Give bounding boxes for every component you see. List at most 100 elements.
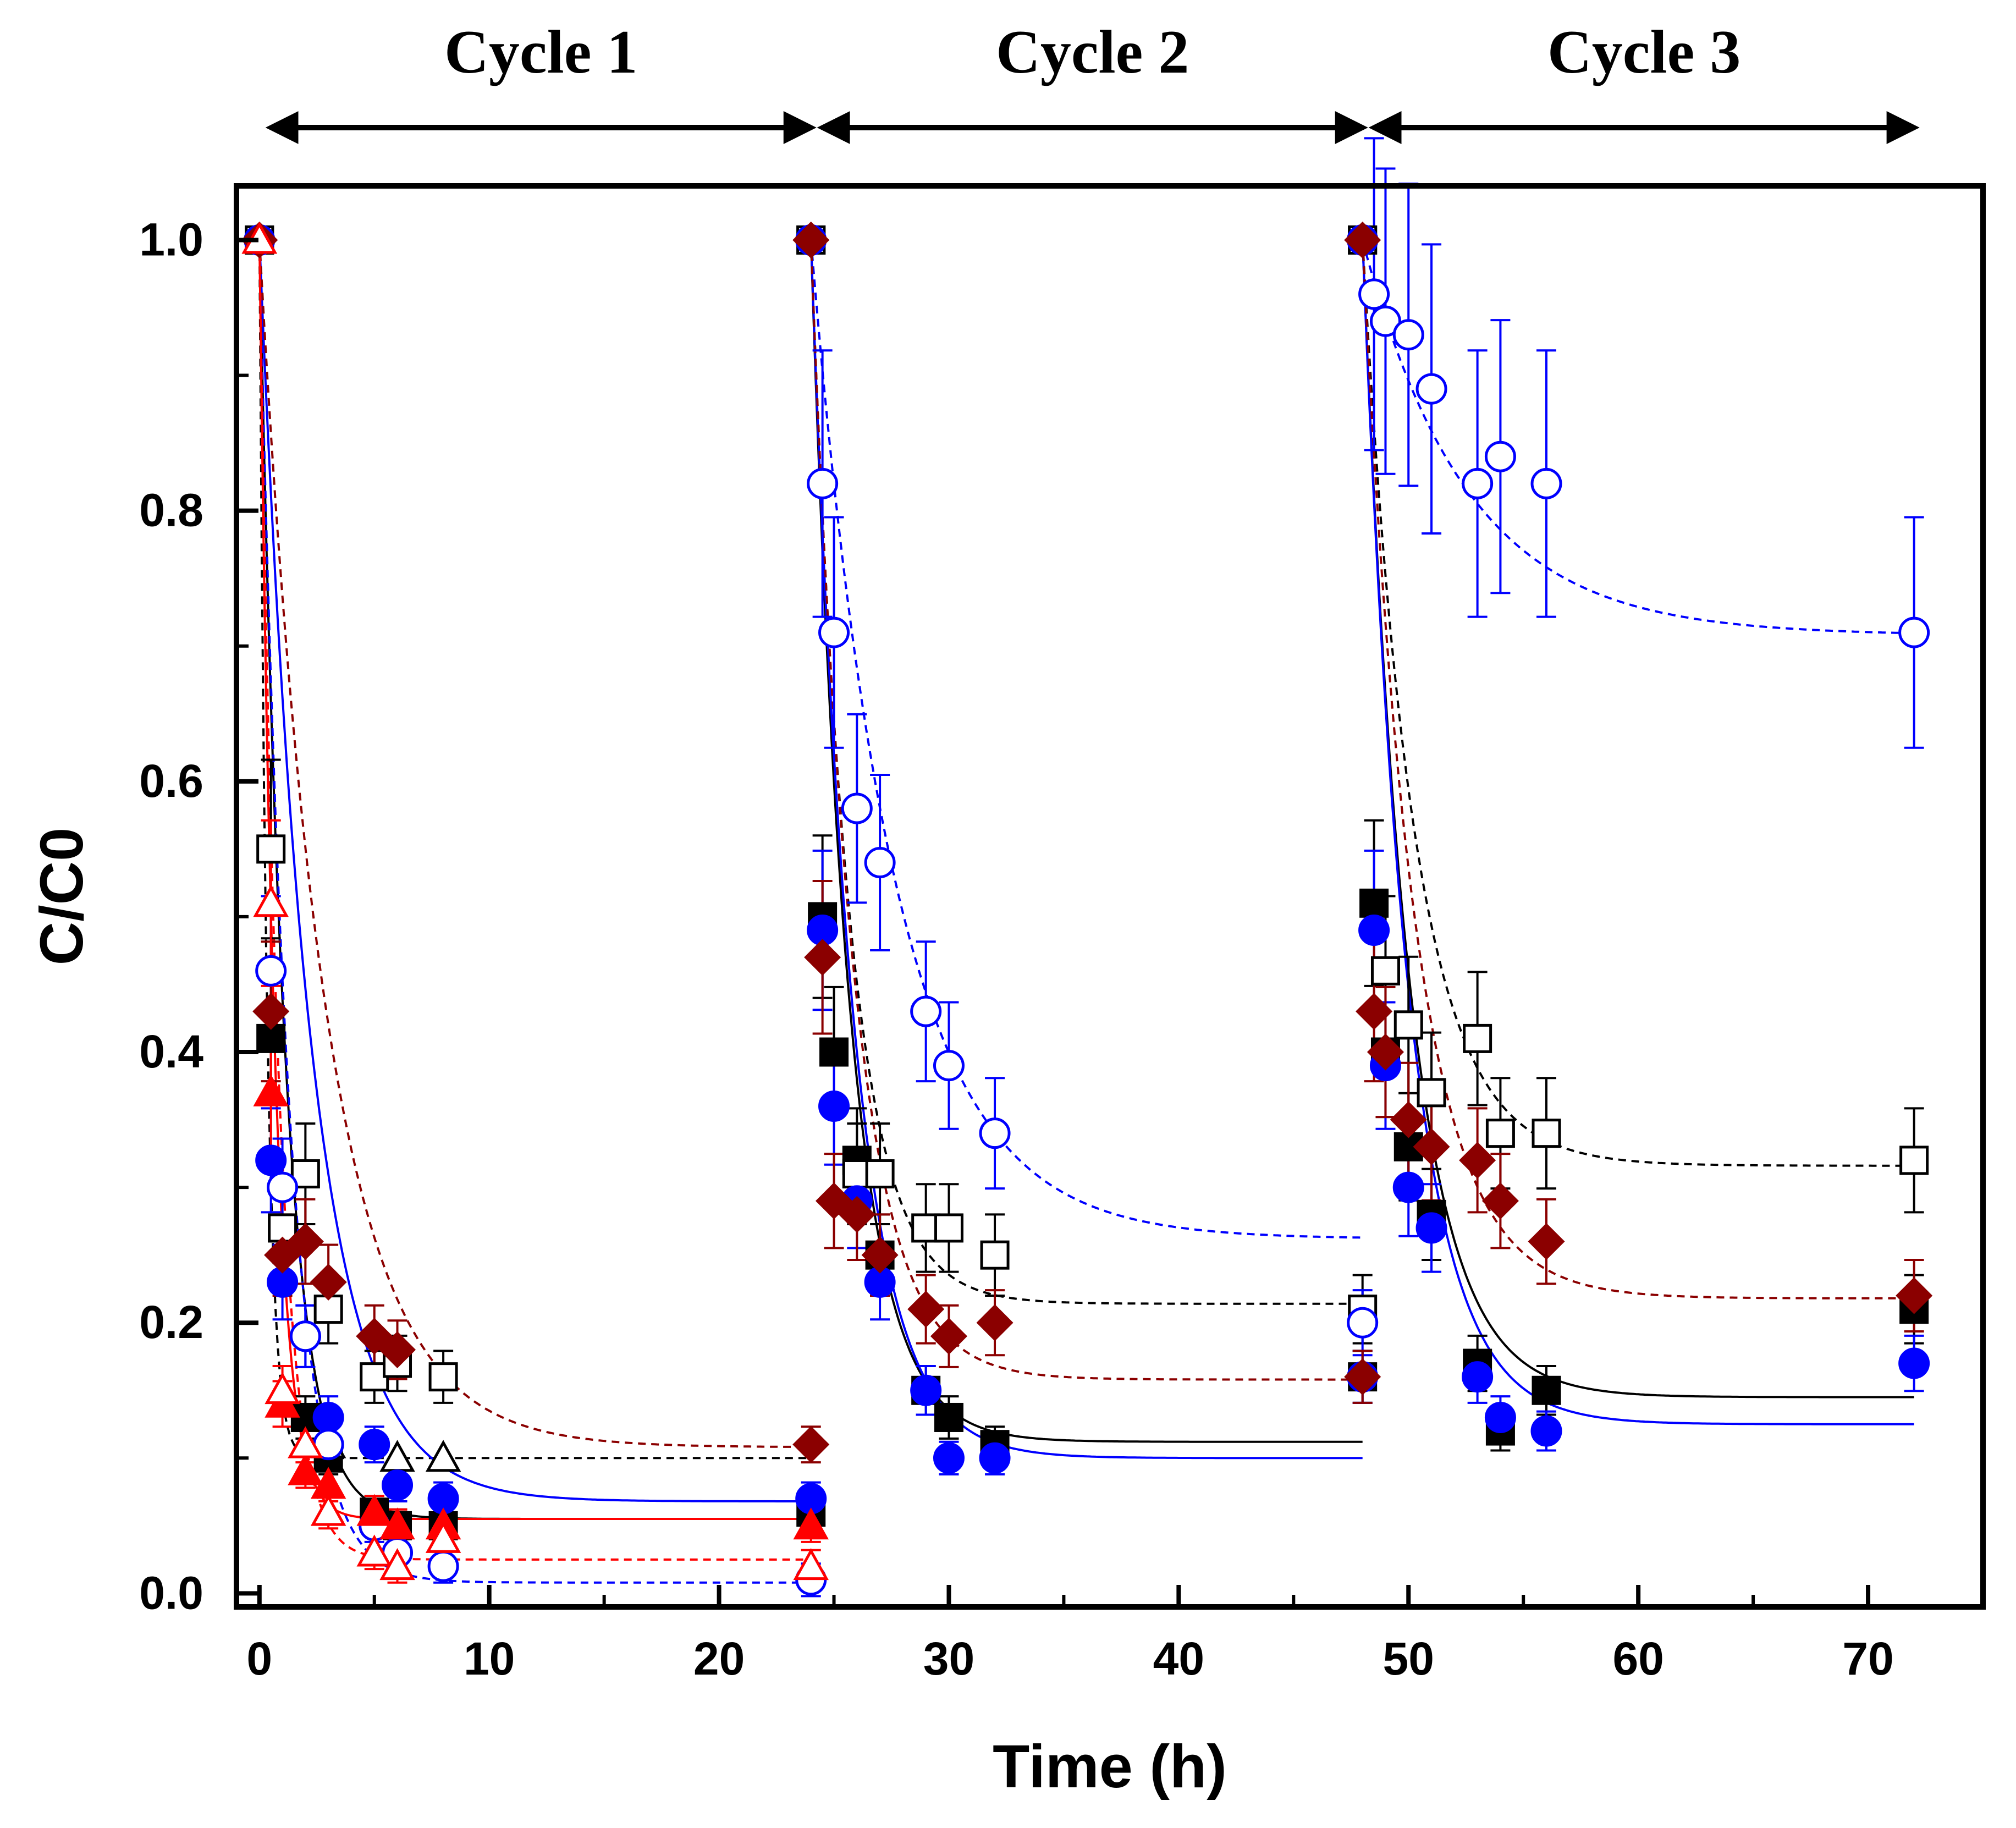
x-tick-label: 20 xyxy=(693,1633,745,1684)
data-point xyxy=(980,1240,1010,1270)
data-point xyxy=(256,834,286,864)
data-point xyxy=(1358,915,1390,946)
data-point xyxy=(425,1521,461,1553)
data-point xyxy=(819,1037,849,1067)
x-tick-label: 40 xyxy=(1153,1633,1204,1684)
data-point xyxy=(1369,305,1401,337)
x-tick-label: 50 xyxy=(1383,1633,1434,1684)
data-point xyxy=(379,1507,415,1540)
fit-curve xyxy=(809,240,1363,1381)
x-tick-label: 30 xyxy=(923,1633,974,1684)
y-tick-label: 0.6 xyxy=(139,755,203,807)
x-tick-label: 0 xyxy=(246,1633,272,1684)
data-point xyxy=(1347,1307,1379,1339)
y-tick-label: 0.0 xyxy=(139,1567,203,1618)
data-point xyxy=(1484,1401,1516,1433)
axis-ticks xyxy=(236,238,1871,1607)
data-point xyxy=(976,1304,1013,1341)
data-point xyxy=(264,1236,301,1274)
data-point xyxy=(287,1223,324,1260)
data-point xyxy=(1898,616,1930,648)
data-point xyxy=(838,1196,875,1233)
fit-curves xyxy=(258,239,1914,1584)
fit-curve xyxy=(258,240,811,1584)
fit-curve xyxy=(1361,239,1914,635)
data-point xyxy=(253,885,289,917)
x-tick-label: 60 xyxy=(1612,1633,1664,1684)
data-point xyxy=(815,1182,853,1220)
cycle-label-2: Cycle 2 xyxy=(996,18,1189,86)
cycle-label-1: Cycle 1 xyxy=(444,18,637,86)
data-point xyxy=(1417,1078,1446,1108)
data-point xyxy=(1344,221,1381,258)
data-point xyxy=(265,1372,300,1405)
data-point xyxy=(1530,467,1562,499)
cycle-label-3: Cycle 3 xyxy=(1547,18,1740,86)
data-point xyxy=(312,1401,344,1433)
y-tick-label: 1.0 xyxy=(139,213,203,265)
x-axis-title: Time (h) xyxy=(993,1733,1227,1801)
data-point xyxy=(807,467,839,499)
data-point xyxy=(1413,1128,1450,1165)
data-point xyxy=(1898,1347,1930,1379)
fit-curve xyxy=(809,240,1363,1460)
data-point xyxy=(864,846,896,878)
data-point xyxy=(1344,1358,1381,1396)
data-point xyxy=(267,1171,299,1203)
data-point xyxy=(310,1494,346,1526)
data-point xyxy=(933,1442,965,1474)
fit-curve xyxy=(258,240,811,1502)
fit-curve xyxy=(809,240,1363,1443)
fit-curve xyxy=(1361,240,1914,1398)
data-point xyxy=(289,1320,321,1352)
data-point xyxy=(356,1494,392,1526)
data-point xyxy=(804,939,841,976)
data-point xyxy=(1415,373,1447,405)
data-point xyxy=(910,995,942,1027)
fit-curve xyxy=(258,240,811,1520)
data-point xyxy=(425,1440,461,1472)
data-point xyxy=(930,1318,968,1355)
data-point xyxy=(1359,888,1389,918)
data-point xyxy=(1899,1146,1929,1175)
data-point xyxy=(793,1507,829,1540)
data-point xyxy=(979,1117,1011,1149)
data-point xyxy=(818,616,850,648)
fit-curve xyxy=(1361,240,1914,1425)
data-point xyxy=(359,1429,390,1461)
data-point xyxy=(792,221,830,258)
data-point xyxy=(1459,1142,1496,1179)
data-point xyxy=(1358,278,1390,310)
data-point xyxy=(378,1331,416,1368)
fit-curve xyxy=(809,240,1363,1305)
fit-curve xyxy=(258,240,811,1460)
data-point xyxy=(1392,1171,1424,1203)
data-point xyxy=(1462,1361,1494,1393)
data-point xyxy=(1532,1119,1561,1148)
data-point xyxy=(428,1362,458,1392)
fit-curve xyxy=(809,240,1363,1239)
data-point xyxy=(910,1374,942,1406)
data-point xyxy=(253,1074,289,1106)
x-tick-label: 70 xyxy=(1842,1633,1893,1684)
tick-labels: 0 10 20 30 40 50 60 70 0.0 0.2 0.4 0.6 0.8 1.0 xyxy=(139,213,1894,1684)
data-point xyxy=(865,1159,895,1188)
y-axis-title: C/C0 xyxy=(28,828,96,966)
data-point xyxy=(861,1236,899,1274)
fit-curve xyxy=(1361,240,1914,1167)
fit-curve xyxy=(258,240,811,1520)
data-point xyxy=(1415,1212,1447,1244)
y-tick-label: 0.8 xyxy=(139,484,203,536)
plot-frame xyxy=(234,183,1986,1610)
data-points xyxy=(241,221,1933,1596)
data-point xyxy=(1462,467,1494,499)
data-point xyxy=(1356,993,1393,1030)
data-point xyxy=(310,1263,347,1301)
data-point xyxy=(1393,1010,1423,1040)
data-point xyxy=(288,1453,323,1485)
data-point xyxy=(255,1144,287,1176)
data-point xyxy=(427,1550,459,1582)
data-point xyxy=(252,993,290,1030)
